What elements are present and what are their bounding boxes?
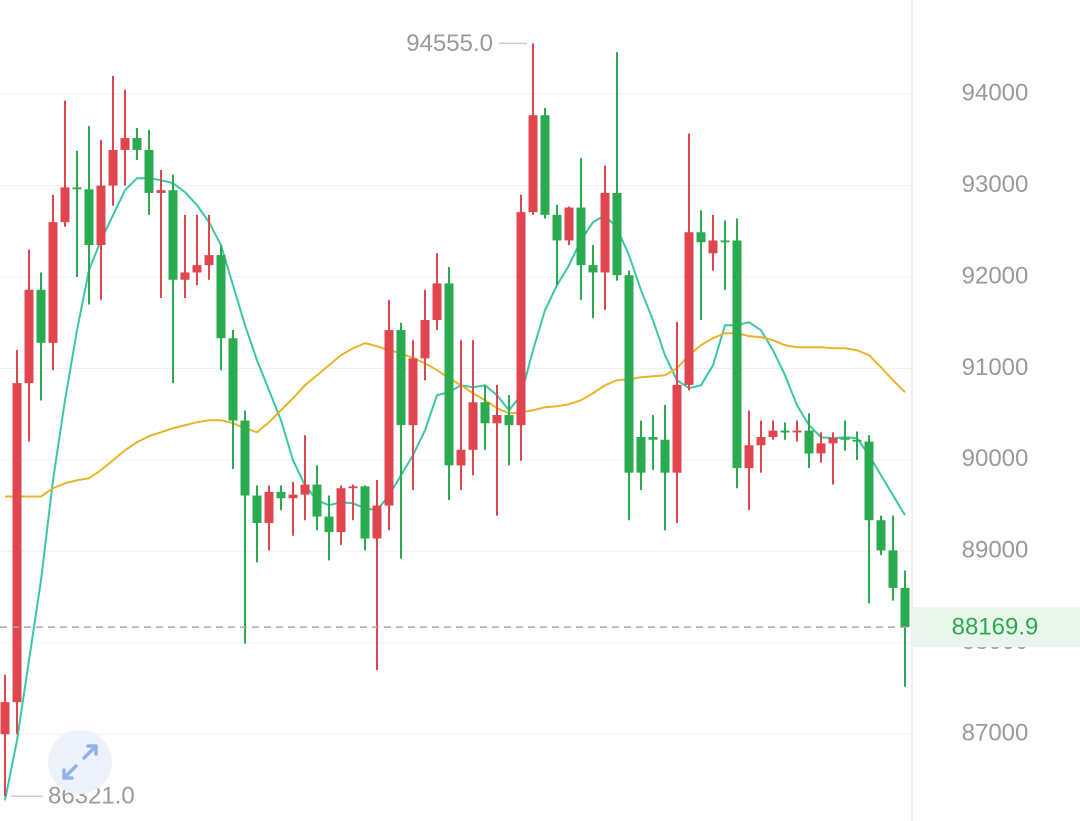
candle-body	[444, 283, 454, 466]
candle-body	[888, 550, 898, 588]
max-label: 94555.0	[406, 30, 493, 57]
candle-body	[300, 484, 310, 495]
candle-body	[132, 138, 142, 150]
y-tick-label: 92000	[962, 262, 1029, 289]
candle-body	[240, 420, 250, 496]
candle-body	[864, 441, 874, 521]
candle-body	[468, 402, 478, 450]
candle-body	[0, 702, 10, 735]
candle-body	[420, 319, 430, 359]
candle-body	[456, 449, 466, 466]
candles	[0, 43, 910, 797]
candle-body	[204, 255, 214, 266]
candle-body	[744, 445, 754, 469]
candle-body	[216, 255, 226, 339]
last-price-box	[913, 607, 1080, 648]
candle-body	[96, 185, 106, 246]
candle-body	[516, 212, 526, 426]
candle-body	[612, 192, 622, 276]
candle-body	[276, 491, 286, 499]
candle-body	[636, 437, 646, 473]
candle-body	[780, 430, 790, 433]
candle-body	[324, 516, 334, 533]
grid	[0, 93, 912, 735]
candle-body	[252, 495, 262, 523]
candle-body	[480, 402, 490, 424]
candle-body	[384, 330, 394, 506]
candle-body	[60, 187, 70, 223]
candle-body	[144, 149, 154, 193]
candle-body	[348, 486, 358, 489]
overlay-lines	[4, 177, 906, 801]
candle-body	[504, 415, 514, 426]
candle-body	[900, 587, 910, 628]
y-tick-label: 87000	[962, 719, 1029, 746]
candle-body	[540, 115, 550, 215]
candle-body	[804, 430, 814, 454]
labels: 8700088000890009000091000920009300094000…	[0, 30, 1080, 810]
candle-body	[876, 520, 886, 551]
candle-body	[264, 491, 274, 523]
candle-body	[108, 149, 118, 186]
y-tick-label: 93000	[962, 171, 1029, 198]
candle-body	[732, 240, 742, 469]
candle-body	[168, 190, 178, 280]
candle-body	[576, 207, 586, 266]
y-tick-label: 94000	[962, 80, 1029, 107]
candle-body	[624, 275, 634, 473]
candle-body	[768, 430, 778, 438]
candle-body	[792, 430, 802, 433]
candle-body	[192, 265, 202, 273]
candle-body	[852, 439, 862, 442]
candle-body	[660, 439, 670, 473]
candle-body	[708, 240, 718, 254]
candle-body	[840, 437, 850, 440]
expand-button-bg	[48, 730, 112, 794]
candle-body	[564, 207, 574, 241]
candle-body	[336, 488, 346, 533]
expand-button[interactable]	[48, 730, 112, 794]
expand-icon	[62, 744, 98, 780]
candle-body	[684, 232, 694, 385]
candle-body	[84, 189, 94, 246]
candle-body	[288, 494, 298, 499]
candle-body	[372, 505, 382, 539]
candle-body	[696, 232, 706, 243]
candle-body	[120, 138, 130, 150]
candle-body	[48, 222, 58, 343]
candle-body	[816, 443, 826, 454]
candle-body	[12, 383, 22, 703]
moving-average-line	[4, 177, 906, 801]
candle-body	[528, 115, 538, 213]
candle-body	[36, 289, 46, 343]
candle-body	[600, 192, 610, 273]
y-tick-label: 89000	[962, 537, 1029, 564]
candle-body	[588, 265, 598, 273]
candle-body	[408, 358, 418, 426]
candle-body	[648, 437, 658, 440]
candle-body	[24, 289, 34, 384]
y-tick-label: 90000	[962, 445, 1029, 472]
candle-body	[672, 384, 682, 473]
candle-body	[552, 214, 562, 241]
moving-average-line	[5, 332, 906, 498]
candle-body	[180, 272, 190, 280]
last-price-label: 88169.9	[952, 614, 1039, 641]
candle-body	[432, 283, 442, 320]
candle-body	[396, 330, 406, 426]
candle-body	[756, 437, 766, 446]
y-tick-label: 91000	[962, 354, 1029, 381]
candle-body	[156, 190, 166, 193]
candle-body	[828, 437, 838, 444]
candle-body	[228, 338, 238, 421]
candle-body	[72, 187, 82, 190]
candle-body	[720, 240, 730, 243]
candle-body	[312, 484, 322, 517]
candle-body	[360, 486, 370, 539]
candle-body	[492, 415, 502, 424]
